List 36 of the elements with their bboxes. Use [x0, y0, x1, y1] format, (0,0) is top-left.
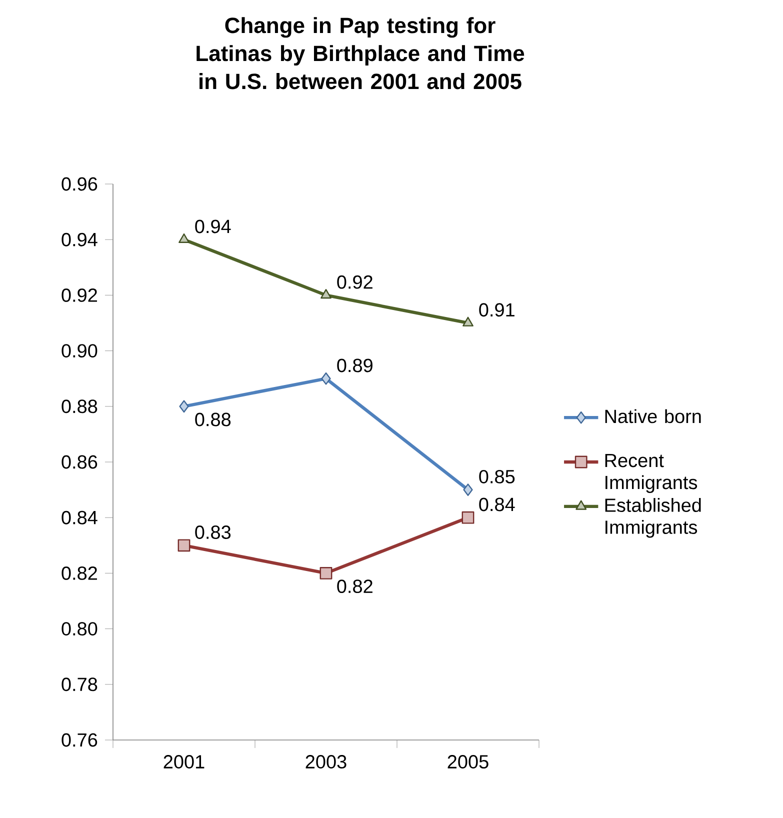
- y-tick-label: 0.78: [62, 678, 98, 692]
- y-tick-label: 0.84: [62, 510, 98, 524]
- y-tick-label: 0.80: [62, 622, 98, 636]
- data-label: 0.85: [479, 470, 515, 484]
- data-label: 0.92: [337, 275, 372, 289]
- data-label: 0.89: [337, 358, 372, 372]
- data-label: 0.82: [337, 580, 372, 594]
- point: [320, 288, 332, 299]
- y-tick-label: 0.76: [62, 733, 98, 747]
- point: [178, 233, 190, 243]
- point: [178, 539, 190, 552]
- y-tick-label: 0.82: [62, 566, 97, 580]
- legend-label: Recent Immigrants: [605, 454, 698, 493]
- point: [462, 316, 474, 326]
- point: [463, 484, 473, 496]
- y-tick-label: 0.90: [62, 344, 98, 358]
- y-tick-label: 0.86: [62, 455, 98, 469]
- y-tick-label: 0.92: [62, 288, 97, 302]
- data-label: 0.91: [479, 303, 514, 317]
- point: [462, 511, 474, 524]
- data-label: 0.83: [195, 526, 231, 539]
- legend-label: Native born: [605, 409, 701, 424]
- y-tick-label: 0.94: [62, 232, 98, 246]
- y-tick-label: 0.88: [62, 400, 98, 414]
- point: [179, 400, 189, 413]
- legend-label: Established Immigrants: [605, 498, 701, 538]
- point: [320, 567, 332, 580]
- y-tick-label: 0.96: [62, 177, 98, 191]
- data-label: 0.88: [195, 412, 231, 426]
- x-tick-label: 2003: [306, 755, 346, 769]
- point: [321, 372, 331, 385]
- x-tick-label: 2005: [448, 755, 488, 769]
- x-tick-label: 2001: [164, 755, 204, 769]
- chart-title: Change in Pap testing for Latinas by Birthplace and Time in U.S. between 2001 and 2005: [196, 17, 524, 90]
- data-label: 0.94: [195, 220, 231, 234]
- data-label: 0.84: [479, 498, 515, 512]
